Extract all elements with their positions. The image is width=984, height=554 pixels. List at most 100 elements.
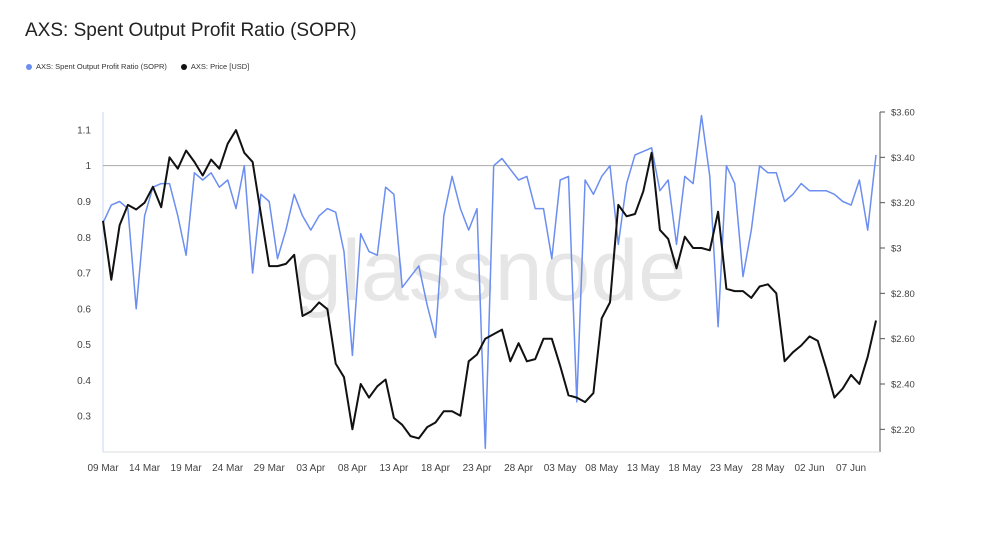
- price-point: [218, 167, 221, 170]
- sopr-point: [500, 157, 503, 160]
- chart-title: AXS: Spent Output Profit Ratio (SOPR): [25, 20, 357, 41]
- sopr-point: [509, 168, 512, 171]
- price-point: [550, 337, 553, 340]
- sopr-point: [833, 193, 836, 196]
- x-tick-label: 13 May: [627, 463, 660, 474]
- legend-item-price[interactable]: AXS: Price [USD]: [180, 62, 249, 71]
- sopr-point: [234, 207, 237, 210]
- right-tick-label: $3.40: [891, 153, 915, 164]
- sopr-point: [575, 400, 578, 403]
- price-point: [176, 167, 179, 170]
- x-tick-label: 08 May: [585, 463, 618, 474]
- sopr-point: [392, 193, 395, 196]
- sopr-point: [326, 207, 329, 210]
- sopr-point: [417, 264, 420, 267]
- sopr-point: [866, 229, 869, 232]
- sopr-point: [334, 211, 337, 214]
- legend-dot-price: [180, 63, 187, 70]
- price-point: [326, 308, 329, 311]
- price-point: [517, 342, 520, 345]
- sopr-point: [193, 171, 196, 174]
- price-point: [451, 410, 454, 413]
- price-point: [367, 396, 370, 399]
- x-tick-label: 03 Apr: [296, 463, 326, 474]
- left-tick-label: 1.1: [77, 125, 91, 136]
- sopr-point: [243, 164, 246, 167]
- price-point: [185, 149, 188, 152]
- sopr-point: [858, 179, 861, 182]
- price-point: [841, 387, 844, 390]
- sopr-point: [550, 257, 553, 260]
- sopr-point: [725, 164, 728, 167]
- price-point: [609, 301, 612, 304]
- x-tick-label: 28 Apr: [504, 463, 534, 474]
- price-point: [733, 290, 736, 293]
- price-point: [343, 376, 346, 379]
- sopr-point: [251, 272, 254, 275]
- right-tick-label: $2.40: [891, 380, 915, 391]
- sopr-point: [484, 447, 487, 450]
- price-point: [791, 351, 794, 354]
- price-point: [426, 426, 429, 429]
- sopr-point: [276, 257, 279, 260]
- price-point: [276, 265, 279, 268]
- right-tick-label: $2.20: [891, 425, 915, 436]
- sopr-point: [218, 186, 221, 189]
- price-point: [301, 315, 304, 318]
- sopr-point: [683, 175, 686, 178]
- sopr-point: [459, 207, 462, 210]
- price-point: [816, 339, 819, 342]
- sopr-point: [185, 254, 188, 257]
- price-point: [201, 174, 204, 177]
- price-point: [126, 203, 129, 206]
- price-point: [600, 317, 603, 320]
- price-point: [766, 283, 769, 286]
- price-point: [625, 215, 628, 218]
- sopr-point: [259, 193, 262, 196]
- price-point: [750, 296, 753, 299]
- price-point: [376, 385, 379, 388]
- x-tick-label: 19 Mar: [171, 463, 203, 474]
- price-point: [833, 396, 836, 399]
- price-point: [492, 333, 495, 336]
- sopr-point: [534, 207, 537, 210]
- price-point: [143, 201, 146, 204]
- price-point: [584, 401, 587, 404]
- x-tick-label: 09 Mar: [87, 463, 119, 474]
- series-line-sopr[interactable]: [102, 114, 877, 450]
- price-point: [692, 247, 695, 250]
- price-point: [309, 310, 312, 313]
- sopr-point: [667, 179, 670, 182]
- sopr-point: [367, 250, 370, 253]
- x-tick-label: 18 May: [668, 463, 701, 474]
- sopr-point: [708, 175, 711, 178]
- sopr-point: [376, 254, 379, 257]
- price-point: [226, 142, 229, 145]
- price-point: [667, 237, 670, 240]
- sopr-point: [850, 204, 853, 207]
- price-point: [717, 210, 720, 213]
- price-point: [160, 206, 163, 209]
- price-point: [725, 287, 728, 290]
- sopr-point: [301, 214, 304, 217]
- sopr-point: [135, 307, 138, 310]
- left-tick-label: 0.4: [77, 376, 91, 387]
- series-line-price[interactable]: [102, 129, 877, 440]
- price-point: [567, 394, 570, 397]
- price-point: [575, 396, 578, 399]
- legend-item-sopr[interactable]: AXS: Spent Output Profit Ratio (SOPR): [26, 62, 167, 71]
- sopr-point: [542, 207, 545, 210]
- series-layer: [102, 114, 878, 450]
- price-point: [534, 358, 537, 361]
- sopr-point: [875, 153, 878, 156]
- sopr-point: [609, 164, 612, 167]
- sopr-point: [675, 243, 678, 246]
- price-point: [168, 156, 171, 159]
- price-point: [151, 185, 154, 188]
- price-point: [102, 219, 105, 222]
- sopr-point: [451, 175, 454, 178]
- price-point: [617, 203, 620, 206]
- price-point: [293, 253, 296, 256]
- price-point: [392, 417, 395, 420]
